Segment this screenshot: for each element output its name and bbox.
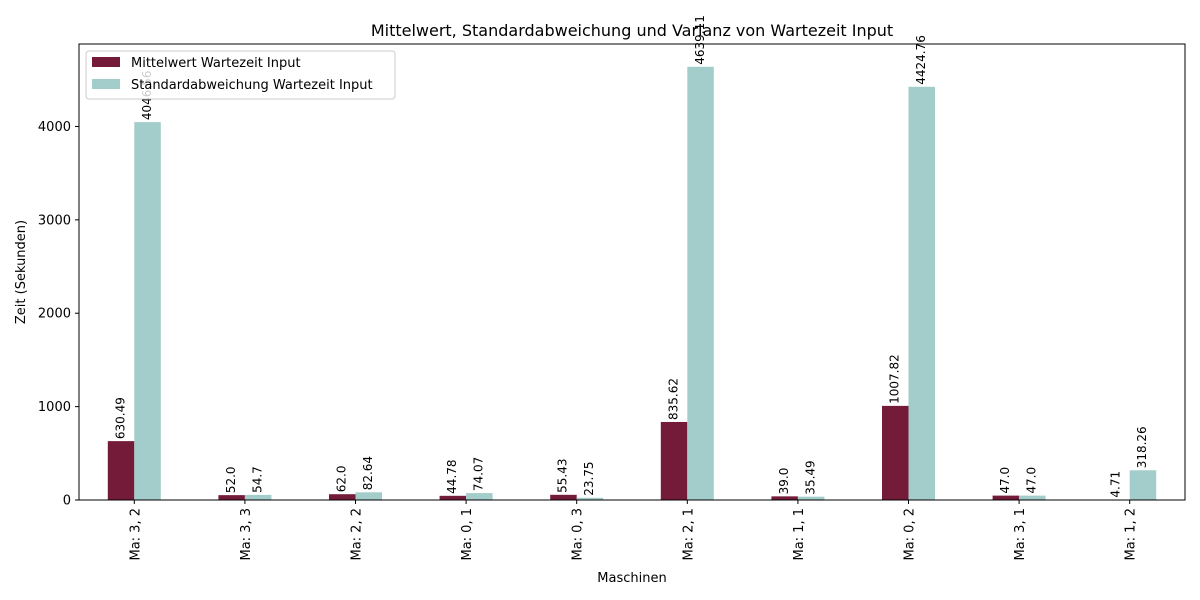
bar-standardabweichung [687, 66, 714, 500]
data-label: 82.64 [361, 456, 375, 490]
x-axis-title: Maschinen [597, 571, 666, 586]
bar-mittelwert [771, 496, 798, 500]
y-tick-label: 2000 [38, 307, 71, 322]
bar-standardabweichung [908, 86, 935, 500]
bar-standardabweichung [797, 496, 825, 500]
data-label: 4639.11 [693, 15, 707, 65]
data-label: 62.0 [335, 465, 349, 492]
data-label: 44.78 [445, 459, 459, 493]
axes-layer: Ma: 3, 2 Ma: 3, 3 Ma: 2, 2 Ma: 0, 1 Ma: 0, 3… [38, 43, 1186, 561]
x-tick-label: Ma: 0, 2 [903, 508, 918, 561]
y-tick-label: 1000 [38, 400, 71, 415]
x-tick-label: Ma: 3, 1 [1013, 508, 1028, 561]
bar-mittelwert [660, 421, 688, 500]
bar-standardabweichung [134, 122, 161, 500]
x-tick-label: Ma: 0, 1 [460, 508, 475, 561]
chart-title: Mittelwert, Standardabweichung und Varia… [371, 21, 893, 40]
x-tick-label: Ma: 3, 2 [128, 508, 143, 561]
data-label: 47.0 [1025, 467, 1039, 494]
data-label: 47.0 [998, 467, 1012, 494]
data-label: 74.07 [472, 457, 486, 491]
bar-mittelwert [992, 495, 1020, 500]
data-label: 23.75 [582, 461, 596, 495]
data-label: 4424.76 [914, 35, 928, 85]
bar-standardabweichung [576, 497, 604, 500]
y-axis-title: Zeit (Sekunden) [14, 220, 29, 324]
bar-mittelwert [329, 494, 356, 500]
x-tick-label: Ma: 1, 2 [1124, 508, 1139, 561]
bar-mittelwert [107, 441, 135, 500]
y-tick-label: 0 [63, 494, 71, 509]
bar-standardabweichung [244, 494, 272, 500]
data-label: 54.7 [250, 466, 264, 493]
data-label: 318.26 [1135, 426, 1149, 468]
data-label: 39.0 [777, 468, 791, 495]
x-tick-label: Ma: 0, 3 [571, 508, 586, 561]
data-label: 4.71 [1109, 471, 1123, 498]
data-labels-layer: 630.494046.5652.054.762.082.6444.7874.07… [113, 15, 1149, 497]
bar-standardabweichung [1129, 470, 1157, 500]
data-label: 55.43 [556, 458, 570, 492]
bar-mittelwert [439, 495, 467, 500]
data-label: 1007.82 [888, 354, 902, 404]
bar-standardabweichung [1019, 495, 1046, 500]
legend: Mittelwert Wartezeit Input Standardabwei… [85, 50, 396, 100]
x-tick-label: Ma: 2, 2 [350, 508, 365, 561]
bar-mittelwert [550, 494, 577, 500]
data-label: 835.62 [666, 378, 680, 420]
legend-swatch-mittelwert [92, 57, 120, 67]
y-tick-label: 3000 [38, 213, 71, 228]
bar-standardabweichung [355, 492, 382, 500]
bar-mittelwert [882, 405, 909, 500]
legend-frame [85, 50, 396, 100]
x-tick-label: Ma: 2, 1 [681, 508, 696, 561]
data-label: 52.0 [224, 466, 238, 493]
y-tick-label: 4000 [38, 120, 71, 135]
legend-swatch-standardabweichung [92, 79, 120, 89]
x-tick-label: Ma: 1, 1 [792, 508, 807, 561]
bar-standardabweichung [466, 493, 493, 500]
plot-frame [78, 43, 1186, 501]
bars-layer [107, 66, 1157, 500]
x-tick-label: Ma: 3, 3 [239, 508, 254, 561]
legend-label-standardabweichung: Standardabweichung Wartezeit Input [131, 78, 373, 93]
bar-mittelwert [218, 495, 245, 500]
data-label: 35.49 [803, 460, 817, 494]
legend-label-mittelwert: Mittelwert Wartezeit Input [131, 56, 301, 71]
data-label: 630.49 [113, 397, 127, 439]
